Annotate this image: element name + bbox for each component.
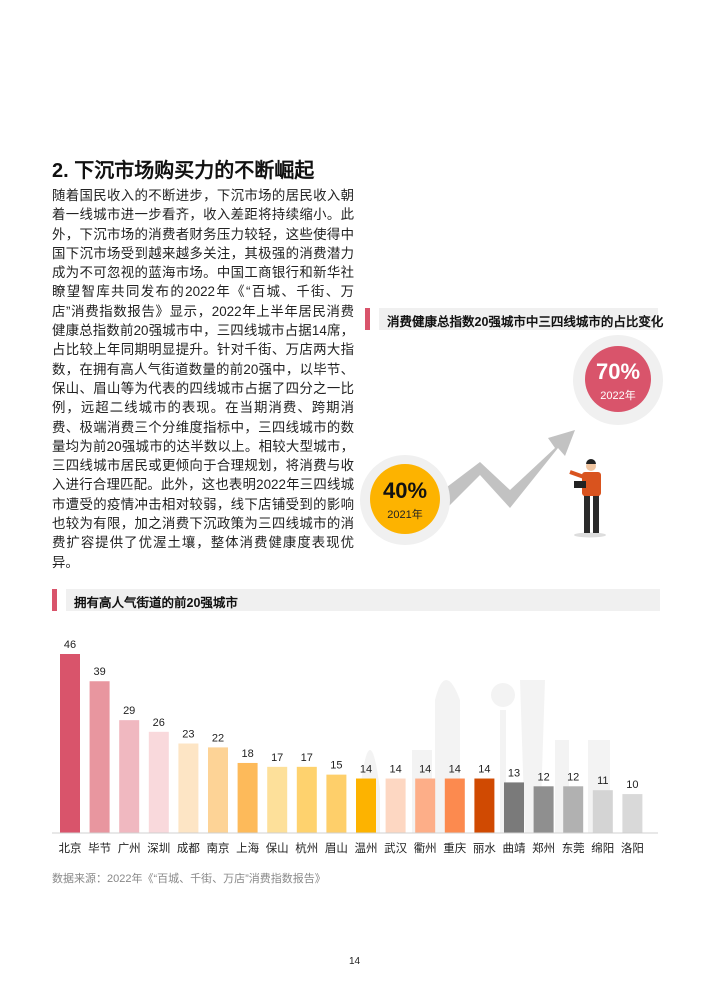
bar-广州 [119,720,140,833]
category-label: 南京 [207,841,230,855]
bar-温州 [356,778,376,833]
category-label: 成都 [177,842,200,855]
bar-东莞 [563,786,584,833]
bar-洛阳 [622,794,643,833]
header-marker [52,589,57,611]
category-label: 北京 [59,841,82,855]
category-label: 眉山 [325,842,348,855]
category-label: 广州 [118,842,141,855]
header-marker [365,308,370,330]
category-label: 丽水 [473,842,496,855]
circle-2021: 40% 2021年 [360,455,450,545]
category-label: 杭州 [295,841,318,855]
bar-绵阳 [592,790,613,833]
category-label: 衢州 [414,841,437,855]
body-paragraph: 随着国民收入的不断进步，下沉市场的居民收入朝着一线城市进一步看齐，收入差距将持续… [52,188,354,570]
bar-眉山 [326,774,347,833]
bar-武汉 [385,778,406,833]
bar-重庆 [444,778,465,833]
data-label: 22 [212,732,224,744]
bar-chart: 46 北京 39 毕节 29 广州 26 深圳 23 成都 22 南京 18 上海 17 保山 17 杭州 15 眉山… [52,639,658,855]
bar-丽水 [474,778,495,833]
data-label: 46 [64,639,76,651]
data-label: 14 [419,764,431,776]
category-label: 温州 [355,841,378,855]
category-label: 毕节 [88,842,111,855]
bar-衢州 [415,778,436,833]
bar-杭州 [296,766,317,833]
bar-成都 [178,743,199,833]
infographic-header: 消费健康总指数20强城市中三四线城市的占比变化 [365,308,663,330]
page-number: 14 [349,956,361,967]
data-label: 12 [567,771,579,783]
data-label: 14 [478,764,490,776]
category-label: 郑州 [532,841,555,855]
data-label: 13 [508,767,520,779]
circle-2022: 70% 2022年 [573,335,663,425]
category-label: 曲靖 [503,842,526,855]
infographic-title: 消费健康总指数20强城市中三四线城市的占比变化 [387,315,664,329]
data-label: 39 [93,666,105,678]
data-label: 14 [449,764,461,776]
category-label: 武汉 [384,842,407,855]
bar-毕节 [89,681,110,833]
value-2022: 70% [595,359,641,384]
chart-header: 拥有高人气街道的前20强城市 [52,589,660,611]
data-label: 11 [597,775,608,787]
chart-title: 拥有高人气街道的前20强城市 [74,596,238,610]
data-label: 14 [360,764,372,776]
data-label: 29 [123,705,135,717]
section-title: 2. 下沉市场购买力的不断崛起 [52,160,315,182]
category-label: 重庆 [443,841,466,855]
bar-深圳 [148,731,169,833]
category-label: 绵阳 [591,841,614,855]
year-2021: 2021年 [387,509,423,521]
bar-保山 [267,766,288,833]
data-label: 12 [537,771,549,783]
category-label: 保山 [266,841,289,855]
bar-郑州 [533,786,554,833]
data-label: 23 [182,729,194,741]
data-label: 10 [626,779,638,791]
data-label: 15 [330,760,342,772]
category-label: 深圳 [147,841,170,855]
data-label: 26 [153,717,165,729]
zigzag-arrow [410,430,575,530]
bar-南京 [208,747,228,833]
growth-arrow-graphic [410,430,606,538]
value-2021: 40% [382,478,428,503]
bar-北京 [60,654,80,833]
category-label: 上海 [236,841,259,855]
category-label: 洛阳 [621,841,644,855]
data-label: 17 [301,752,313,764]
data-source-note: 数据来源：2022年《“百城、千街、万店”消费指数报告》 [52,873,326,885]
data-label: 14 [389,764,401,776]
bar-上海 [237,762,258,833]
data-label: 18 [241,748,253,760]
category-label: 东莞 [562,842,585,855]
bar-曲靖 [504,782,524,833]
person-illustration [569,459,606,538]
data-label: 17 [271,752,283,764]
year-2022: 2022年 [600,390,636,402]
